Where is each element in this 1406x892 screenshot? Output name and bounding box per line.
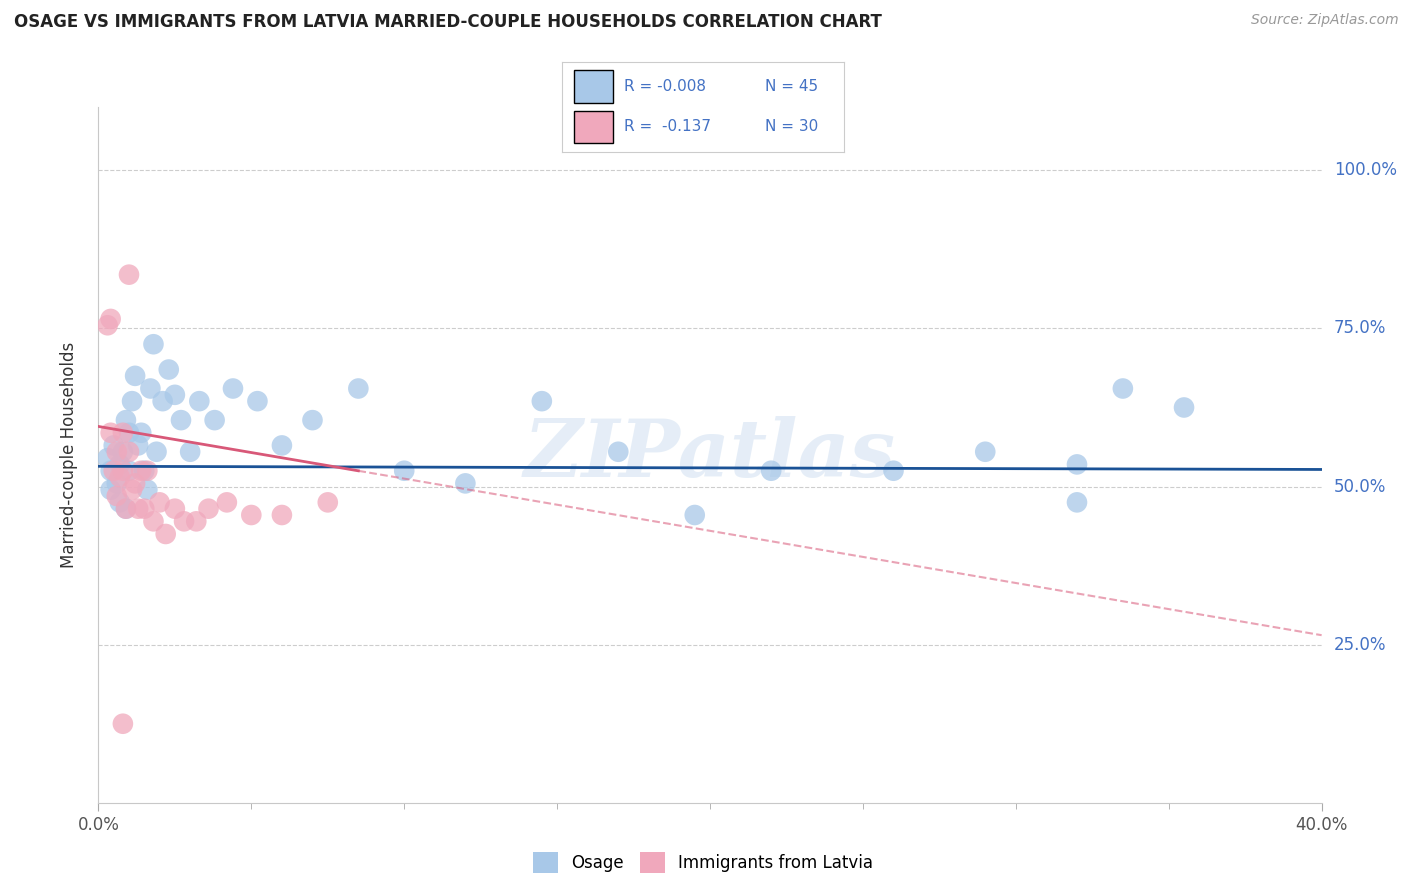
Point xyxy=(124,368,146,383)
Point xyxy=(173,514,195,528)
FancyBboxPatch shape xyxy=(574,111,613,143)
Point xyxy=(139,382,162,396)
Point xyxy=(121,394,143,409)
Point xyxy=(111,444,134,458)
Point xyxy=(204,413,226,427)
Point xyxy=(530,394,553,409)
Point xyxy=(142,514,165,528)
Point xyxy=(134,464,156,478)
Point xyxy=(170,413,193,427)
Point xyxy=(301,413,323,427)
Point xyxy=(454,476,477,491)
Point xyxy=(127,438,149,452)
Legend: Osage, Immigrants from Latvia: Osage, Immigrants from Latvia xyxy=(526,846,880,880)
Point xyxy=(186,514,208,528)
Point xyxy=(108,495,131,509)
Point xyxy=(115,413,138,427)
Point xyxy=(155,527,177,541)
Point xyxy=(136,464,159,478)
Point xyxy=(1112,382,1135,396)
Point xyxy=(197,501,219,516)
Point xyxy=(347,382,370,396)
Point xyxy=(136,483,159,497)
Point xyxy=(100,425,122,440)
Point xyxy=(188,394,211,409)
Point xyxy=(127,501,149,516)
Text: 50.0%: 50.0% xyxy=(1334,477,1386,496)
Point xyxy=(607,444,630,458)
Point xyxy=(118,268,141,282)
Text: OSAGE VS IMMIGRANTS FROM LATVIA MARRIED-COUPLE HOUSEHOLDS CORRELATION CHART: OSAGE VS IMMIGRANTS FROM LATVIA MARRIED-… xyxy=(14,13,882,31)
Point xyxy=(240,508,263,522)
Point xyxy=(100,464,122,478)
Text: 25.0%: 25.0% xyxy=(1334,636,1386,654)
Point xyxy=(759,464,782,478)
Point xyxy=(115,501,138,516)
Point xyxy=(1173,401,1195,415)
Point xyxy=(392,464,416,478)
Point xyxy=(145,444,167,458)
Point xyxy=(1066,458,1088,472)
Point xyxy=(115,501,138,516)
Point xyxy=(105,489,128,503)
Point xyxy=(157,362,180,376)
Point xyxy=(118,464,141,478)
Point xyxy=(883,464,905,478)
Point xyxy=(134,501,156,516)
Point xyxy=(163,388,186,402)
Point xyxy=(124,476,146,491)
Point xyxy=(111,716,134,731)
Text: N = 30: N = 30 xyxy=(765,120,818,134)
Point xyxy=(149,495,172,509)
Point xyxy=(105,476,128,491)
Point xyxy=(179,444,201,458)
Point xyxy=(97,451,120,466)
Point xyxy=(1066,495,1088,509)
Y-axis label: Married-couple Households: Married-couple Households xyxy=(59,342,77,568)
Point xyxy=(108,458,131,472)
Point xyxy=(108,470,131,484)
Text: 100.0%: 100.0% xyxy=(1334,161,1398,179)
Point xyxy=(129,425,152,440)
Point xyxy=(270,438,292,452)
Text: ZIPatlas: ZIPatlas xyxy=(524,417,896,493)
Point xyxy=(129,464,152,478)
Point xyxy=(152,394,174,409)
Point xyxy=(111,425,134,440)
Point xyxy=(118,425,141,440)
Point xyxy=(222,382,245,396)
Point xyxy=(215,495,238,509)
Point xyxy=(246,394,269,409)
Point xyxy=(270,508,292,522)
Point xyxy=(163,501,186,516)
Point xyxy=(121,483,143,497)
Point xyxy=(97,318,120,333)
Point xyxy=(105,444,128,458)
Point xyxy=(974,444,997,458)
Text: R =  -0.137: R = -0.137 xyxy=(624,120,711,134)
Point xyxy=(103,438,125,452)
Point xyxy=(142,337,165,351)
Point xyxy=(111,464,134,478)
FancyBboxPatch shape xyxy=(574,70,613,103)
Point xyxy=(118,444,141,458)
Point xyxy=(100,483,122,497)
Text: N = 45: N = 45 xyxy=(765,79,818,94)
Point xyxy=(683,508,706,522)
Point xyxy=(316,495,339,509)
Text: 75.0%: 75.0% xyxy=(1334,319,1386,337)
Text: Source: ZipAtlas.com: Source: ZipAtlas.com xyxy=(1251,13,1399,28)
Point xyxy=(100,312,122,326)
Text: R = -0.008: R = -0.008 xyxy=(624,79,706,94)
Point xyxy=(103,464,125,478)
